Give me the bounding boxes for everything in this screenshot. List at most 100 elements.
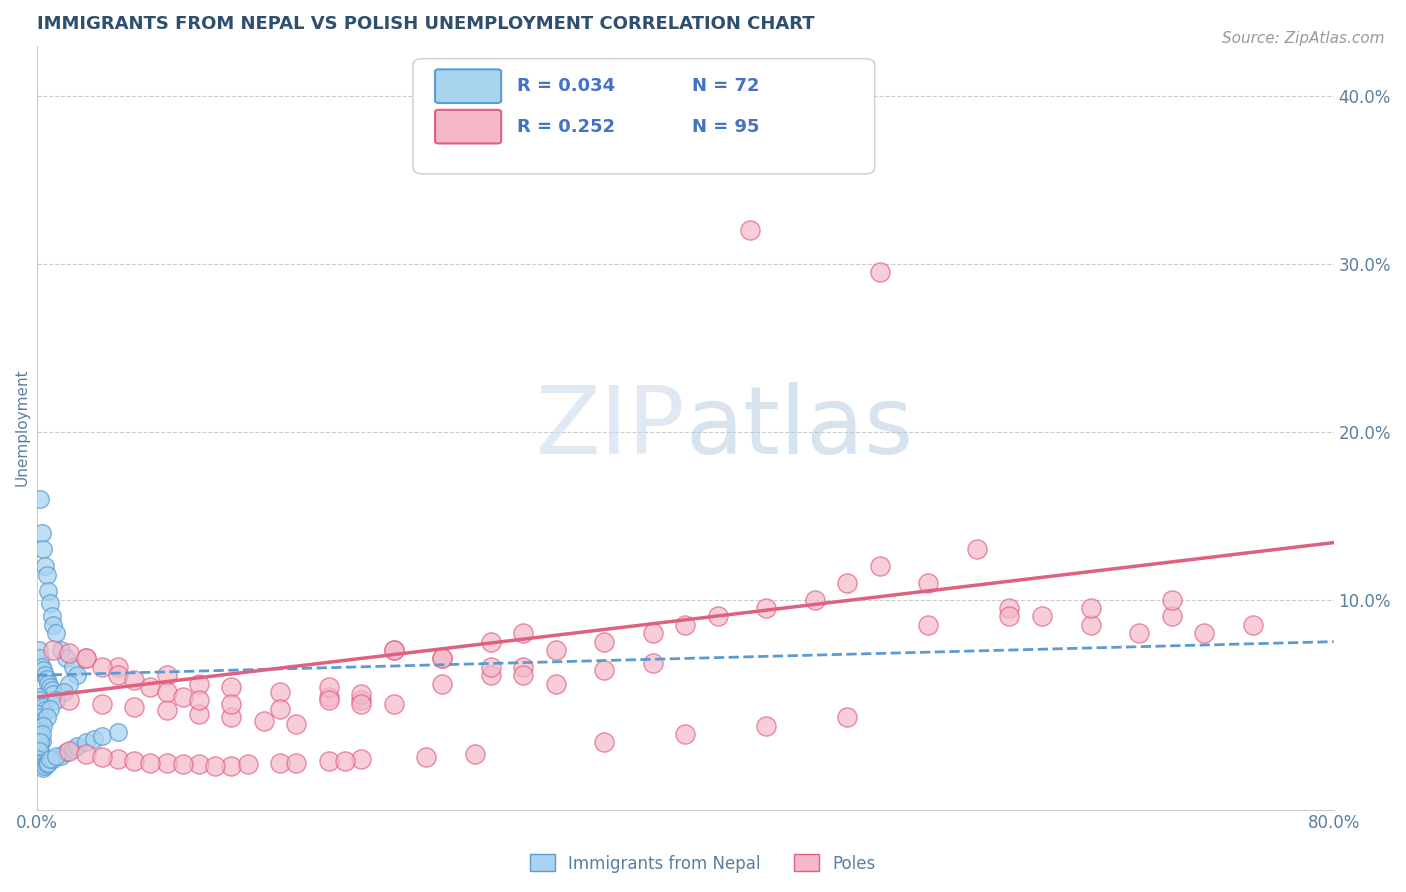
Point <box>30 735 52 749</box>
Point <box>156 704 179 718</box>
Point <box>32 761 55 775</box>
Point <box>269 756 291 770</box>
Point <box>27 740 49 755</box>
Text: R = 0.252: R = 0.252 <box>517 118 614 136</box>
Point <box>25 747 48 761</box>
Point <box>31 759 53 773</box>
Point <box>31 660 53 674</box>
Point <box>318 693 340 707</box>
Point <box>58 676 80 690</box>
Point <box>1080 618 1102 632</box>
Point <box>755 601 778 615</box>
Point <box>107 660 129 674</box>
Point <box>62 660 84 674</box>
Legend: Immigrants from Nepal, Poles: Immigrants from Nepal, Poles <box>523 847 883 880</box>
Point <box>107 725 129 739</box>
Point <box>31 714 53 728</box>
Point <box>188 706 211 721</box>
Point <box>62 742 84 756</box>
Point <box>221 710 243 724</box>
Point <box>66 668 89 682</box>
Point <box>593 663 616 677</box>
Point <box>34 668 56 682</box>
Point <box>107 668 129 682</box>
Point <box>90 729 112 743</box>
Point <box>51 748 73 763</box>
Point <box>58 744 80 758</box>
Point <box>75 735 97 749</box>
Point <box>37 676 59 690</box>
Text: N = 95: N = 95 <box>692 118 759 136</box>
Point <box>1160 609 1182 624</box>
Text: ZIP: ZIP <box>536 382 685 474</box>
Point <box>1128 626 1150 640</box>
Point <box>869 559 891 574</box>
Point <box>27 643 49 657</box>
Point <box>83 732 105 747</box>
Point <box>350 687 373 701</box>
Point <box>917 618 939 632</box>
Point <box>34 704 56 718</box>
Point <box>188 693 211 707</box>
Point <box>30 651 52 665</box>
Point <box>122 754 145 768</box>
Point <box>917 575 939 590</box>
Point <box>122 673 145 688</box>
Point <box>869 265 891 279</box>
Point <box>35 672 58 686</box>
Point <box>673 618 696 632</box>
Point <box>221 680 243 694</box>
Point <box>641 626 664 640</box>
Point <box>66 739 89 753</box>
Point <box>350 693 373 707</box>
Point <box>188 676 211 690</box>
Point <box>139 756 162 770</box>
Point <box>1080 601 1102 615</box>
Point <box>236 757 259 772</box>
Point <box>333 754 356 768</box>
Point <box>755 718 778 732</box>
Point <box>35 757 58 772</box>
Point <box>32 663 55 677</box>
Point <box>998 601 1021 615</box>
Point <box>1192 626 1215 640</box>
Point <box>31 727 53 741</box>
Text: atlas: atlas <box>685 382 914 474</box>
Point <box>27 756 49 770</box>
Point <box>90 750 112 764</box>
Point <box>706 609 728 624</box>
Point <box>90 697 112 711</box>
Point <box>31 733 53 747</box>
Point <box>512 660 534 674</box>
Point <box>55 651 77 665</box>
Point <box>35 710 58 724</box>
Point <box>350 752 373 766</box>
Point <box>285 717 308 731</box>
Point <box>593 634 616 648</box>
Point <box>75 651 97 665</box>
Point <box>188 757 211 772</box>
Point <box>27 706 49 721</box>
Text: N = 72: N = 72 <box>692 77 759 95</box>
Point <box>53 685 76 699</box>
FancyBboxPatch shape <box>434 70 501 103</box>
Point <box>27 720 49 734</box>
Point <box>382 643 405 657</box>
Point <box>479 668 502 682</box>
Point <box>55 746 77 760</box>
Point <box>27 744 49 758</box>
Point <box>350 697 373 711</box>
Point <box>673 727 696 741</box>
Point <box>172 757 194 772</box>
Point <box>27 690 49 704</box>
Point <box>1160 592 1182 607</box>
Point <box>172 690 194 704</box>
Point <box>38 702 60 716</box>
Point <box>34 559 56 574</box>
Point <box>966 542 988 557</box>
FancyBboxPatch shape <box>413 59 875 174</box>
Point <box>464 747 486 761</box>
Point <box>25 752 48 766</box>
Point <box>221 759 243 773</box>
Point <box>31 697 53 711</box>
